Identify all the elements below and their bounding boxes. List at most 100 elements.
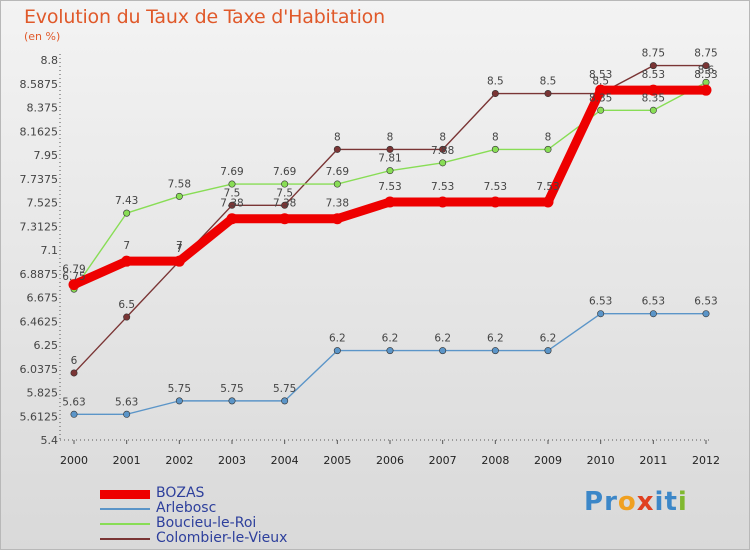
data-point <box>173 255 185 267</box>
proxiti-logo: Proxiti <box>584 487 688 517</box>
data-label: 6 <box>71 355 78 367</box>
data-point <box>228 180 236 188</box>
y-tick-label: 8.375 <box>27 102 59 115</box>
data-point <box>386 167 394 175</box>
data-label: 7.38 <box>273 198 296 210</box>
y-tick-label: 5.825 <box>27 387 59 400</box>
data-label: 5.75 <box>273 383 296 395</box>
x-tick-label: 2012 <box>692 454 720 467</box>
data-point <box>281 397 289 405</box>
data-label: 8.35 <box>589 92 612 104</box>
data-point <box>121 255 133 267</box>
data-label: 7 <box>176 243 183 255</box>
data-label: 7.5 <box>276 187 293 199</box>
data-point <box>491 90 499 98</box>
y-tick-label: 5.6125 <box>20 410 59 423</box>
data-point <box>544 347 552 355</box>
series-line-colombier-le-vieux <box>73 64 706 374</box>
data-label: 8.53 <box>642 69 665 81</box>
data-label: 7.69 <box>220 166 243 178</box>
x-tick-label: 2001 <box>113 454 141 467</box>
data-point <box>489 196 501 208</box>
data-label: 8 <box>439 131 446 143</box>
data-point <box>333 347 341 355</box>
data-label: 5.63 <box>115 396 138 408</box>
legend-swatch <box>100 538 150 540</box>
y-tick-label: 6.0375 <box>20 363 59 376</box>
data-label: 7.88 <box>431 145 454 157</box>
x-tick-label: 2007 <box>429 454 457 467</box>
legend-label: Arlebosc <box>156 500 217 516</box>
data-label: 5.75 <box>168 383 191 395</box>
data-label: 7.53 <box>431 181 454 193</box>
data-point <box>123 410 131 418</box>
x-tick-label: 2009 <box>534 454 562 467</box>
data-point <box>700 84 712 96</box>
x-tick-label: 2010 <box>587 454 615 467</box>
y-tick-label: 8.5875 <box>20 78 59 91</box>
data-point <box>281 180 289 188</box>
x-tick-label: 2005 <box>323 454 351 467</box>
data-label: 7.53 <box>378 181 401 193</box>
legend-label: Colombier-le-Vieux <box>156 530 288 546</box>
data-point <box>68 279 80 291</box>
data-label: 8.5 <box>540 76 557 88</box>
data-label: 7.43 <box>115 195 138 207</box>
data-point <box>491 145 499 153</box>
data-label: 6.53 <box>642 296 665 308</box>
data-label: 6.53 <box>694 296 717 308</box>
data-point <box>597 106 605 114</box>
logo-letter: P <box>584 487 605 517</box>
y-tick-label: 6.675 <box>27 292 59 305</box>
data-point <box>439 159 447 167</box>
data-label: 6.2 <box>434 333 451 345</box>
data-label: 8.6 <box>698 64 715 76</box>
x-tick-label: 2004 <box>271 454 299 467</box>
data-point <box>226 213 238 225</box>
legend-label: BOZAS <box>156 485 205 501</box>
legend-swatch <box>100 523 150 525</box>
data-label: 6.2 <box>382 333 399 345</box>
data-point <box>333 145 341 153</box>
data-label: 6.75 <box>62 271 85 283</box>
data-label: 7.53 <box>536 181 559 193</box>
data-label: 6.79 <box>62 264 85 276</box>
data-point <box>544 90 552 98</box>
y-tick-label: 7.525 <box>27 197 59 210</box>
data-point <box>439 347 447 355</box>
logo-letter: i <box>677 487 688 517</box>
data-label: 8.35 <box>642 92 665 104</box>
data-label: 6.53 <box>589 296 612 308</box>
data-point <box>386 347 394 355</box>
x-tick-label: 2000 <box>60 454 88 467</box>
data-point <box>597 310 605 318</box>
data-point <box>491 347 499 355</box>
y-tick-label: 8.1625 <box>20 125 59 138</box>
data-point <box>281 201 289 209</box>
series-line-arlebosc <box>74 313 706 415</box>
logo-letter: i <box>654 487 665 517</box>
data-point <box>437 196 449 208</box>
y-tick-label: 6.8875 <box>20 268 59 281</box>
y-tick-label: 7.3125 <box>20 220 59 233</box>
logo-letter: x <box>636 487 655 517</box>
data-labels: 66.577.5 7.58 8 88.5 8.5 8.58.75 8.756.757.437… <box>62 48 717 409</box>
data-label: 7.81 <box>378 153 401 165</box>
data-point <box>331 213 343 225</box>
data-point <box>702 310 710 318</box>
y-tick-label: 6.4625 <box>20 315 59 328</box>
data-point <box>384 196 396 208</box>
data-point <box>123 313 131 321</box>
series-layer <box>68 62 712 418</box>
x-tick-label: 2002 <box>165 454 193 467</box>
data-point <box>649 106 657 114</box>
data-point <box>702 62 710 70</box>
data-label: 8.5 <box>592 76 609 88</box>
legend-label: Boucieu-le-Roi <box>156 515 257 531</box>
data-point <box>175 192 183 200</box>
y-tick-label: 5.4 <box>41 434 59 447</box>
data-point <box>333 180 341 188</box>
data-label: 7 <box>176 240 183 252</box>
logo-letter: t <box>664 487 678 517</box>
data-label: 8 <box>387 131 394 143</box>
